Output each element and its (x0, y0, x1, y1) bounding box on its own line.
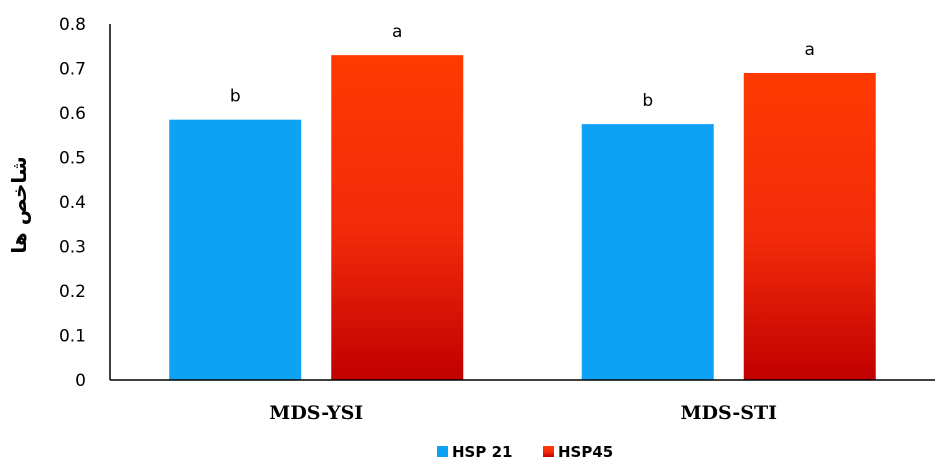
bars-group (169, 55, 876, 381)
y-tick-label: 0.2 (59, 282, 86, 302)
data-label: a (392, 22, 402, 42)
category-label: MDS-YSI (269, 402, 363, 424)
y-tick-label: 0.7 (59, 60, 86, 80)
data-label: b (230, 87, 241, 107)
y-tick-label: 0.4 (59, 193, 86, 213)
legend: HSP 21 HSP45 (437, 443, 613, 461)
category-label: MDS-STI (680, 402, 777, 424)
data-labels-group: b a b a (230, 22, 815, 111)
y-tick-label: 0.3 (59, 238, 86, 258)
y-tick-label: 0.6 (59, 104, 86, 124)
data-label: a (805, 40, 815, 60)
y-tick-labels: 0 0.1 0.2 0.3 0.4 0.5 0.6 0.7 0.8 (59, 15, 86, 391)
legend-label: HSP 21 (452, 443, 512, 461)
data-label: b (642, 91, 653, 111)
legend-swatch-hsp-21 (437, 446, 448, 457)
y-axis-label-group: شاخص ها (7, 156, 31, 253)
axes-group (109, 24, 935, 381)
y-tick-label: 0.1 (59, 327, 86, 347)
y-tick-label: 0.5 (59, 149, 86, 169)
legend-swatch-hsp45 (543, 446, 554, 457)
category-labels: MDS-YSI MDS-STI (269, 402, 777, 424)
bar-hsp45-mds-ysi (331, 55, 464, 381)
bar-hsp-21-mds-ysi (169, 119, 302, 381)
legend-label: HSP45 (558, 443, 613, 461)
bar-hsp-21-mds-sti (581, 124, 714, 380)
y-axis-title: شاخص ها (7, 156, 31, 253)
y-tick-label: 0 (75, 371, 86, 391)
bar-hsp45-mds-sti (743, 72, 876, 380)
y-tick-label: 0.8 (59, 15, 86, 35)
